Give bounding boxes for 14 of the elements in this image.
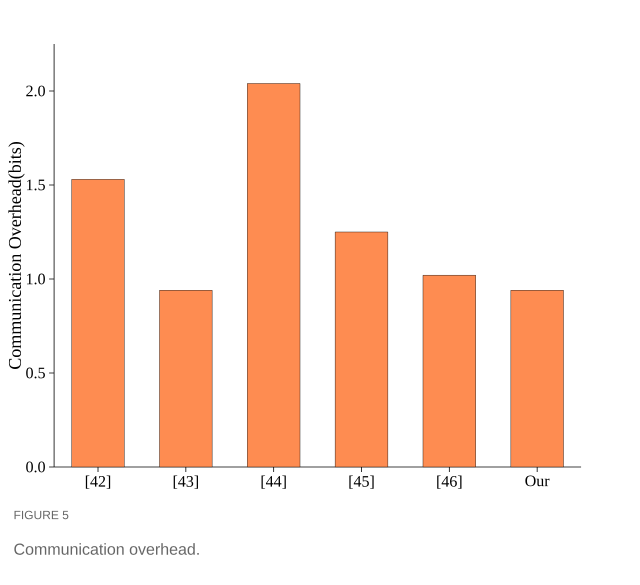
- y-axis-title: Communication Overhead(bits): [8, 142, 25, 369]
- x-tick-label: [46]: [437, 476, 462, 489]
- x-tick-label: [44]: [262, 476, 286, 489]
- y-tick-label: 1.0: [26, 274, 45, 284]
- text: Communication overhead.: [14, 543, 199, 555]
- x-tick-label: Our: [525, 476, 550, 486]
- y-tick-label: 1.5: [26, 180, 45, 190]
- caption: FIGURE 5: [14, 510, 68, 520]
- x-tick-label: [43]: [174, 476, 198, 489]
- y-tick-label: 0.0: [26, 462, 45, 472]
- x-tick-label: [45]: [349, 476, 374, 489]
- x-tick-label: [42]: [86, 476, 110, 489]
- y-tick-label: 0.5: [26, 368, 45, 378]
- y-tick-label: 2.0: [26, 86, 45, 96]
